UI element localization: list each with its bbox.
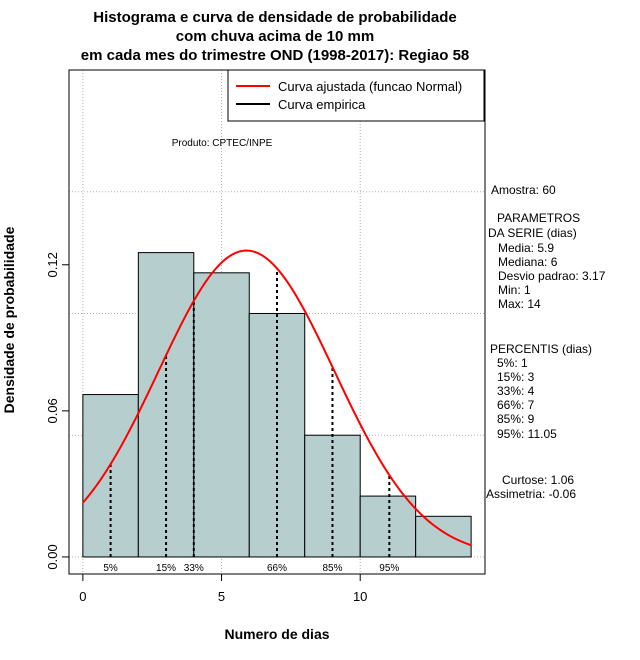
y-axis-title: Densidade de probabilidade xyxy=(1,226,17,413)
percentil-85: 85%: 9 xyxy=(497,412,535,426)
sample-size: Amostra: 60 xyxy=(491,183,556,197)
x-tick-label: 10 xyxy=(353,589,367,604)
percentile-label: 66% xyxy=(267,563,287,574)
normal-fit-curve xyxy=(82,249,472,547)
chart-title-line-1: Histograma e curva de densidade de proba… xyxy=(93,9,456,26)
param-mean: Media: 5.9 xyxy=(498,241,554,255)
y-tick-label: 0.06 xyxy=(45,398,60,423)
y-tick-label: 0.12 xyxy=(45,252,60,277)
x-tick-label: 5 xyxy=(218,589,225,604)
percentil-95: 95%: 11.05 xyxy=(497,427,557,441)
product-annotation: Produto: CPTEC/INPE xyxy=(172,138,273,149)
x-axis-ticks: 0 5 10 xyxy=(79,574,367,604)
legend: Curva ajustada (funcao Normal) Curva emp… xyxy=(227,69,485,122)
histogram-bar xyxy=(193,272,250,558)
chart-title-line-3: em cada mes do trimestre OND (1998-2017)… xyxy=(81,47,470,64)
param-max: Max: 14 xyxy=(498,297,541,311)
percentil-5: 5%: 1 xyxy=(497,356,528,370)
y-axis-ticks: 0.00 0.06 0.12 xyxy=(45,252,69,570)
percentile-label: 33% xyxy=(184,563,204,574)
percentile-label: 85% xyxy=(322,563,342,574)
histogram-bar xyxy=(82,394,139,558)
percentil-15: 15%: 3 xyxy=(497,370,535,384)
histogram-bar xyxy=(359,495,417,558)
x-axis-title: Numero de dias xyxy=(224,626,329,642)
params-subtitle: DA SERIE (dias) xyxy=(488,226,577,240)
kurtosis: Curtose: 1.06 xyxy=(502,473,574,487)
param-min: Min: 1 xyxy=(498,283,531,297)
param-median: Mediana: 6 xyxy=(498,255,558,269)
percentil-33: 33%: 4 xyxy=(497,384,535,398)
histogram-bar xyxy=(415,515,472,558)
legend-box xyxy=(227,69,485,122)
percentis-title: PERCENTIS (dias) xyxy=(490,342,592,356)
percentile-lines: 5% 15% 33% 66% 85% 95% xyxy=(103,268,399,574)
percentil-66: 66%: 7 xyxy=(497,398,535,412)
skewness: Assimetria: -0.06 xyxy=(486,487,576,501)
stats-panel: Amostra: 60 PARAMETROS DA SERIE (dias) M… xyxy=(486,183,606,501)
params-title: PARAMETROS xyxy=(497,211,580,225)
percentile-label: 95% xyxy=(379,563,399,574)
legend-label-normal: Curva ajustada (funcao Normal) xyxy=(278,79,462,94)
percentile-label: 5% xyxy=(103,563,118,574)
chart-title-line-2: com chuva acima de 10 mm xyxy=(176,28,374,45)
param-sd: Desvio padrao: 3.17 xyxy=(498,269,606,283)
percentile-label: 15% xyxy=(156,563,176,574)
y-tick-label: 0.00 xyxy=(45,544,60,569)
x-tick-label: 0 xyxy=(79,589,86,604)
legend-label-empirical: Curva empirica xyxy=(278,97,366,112)
